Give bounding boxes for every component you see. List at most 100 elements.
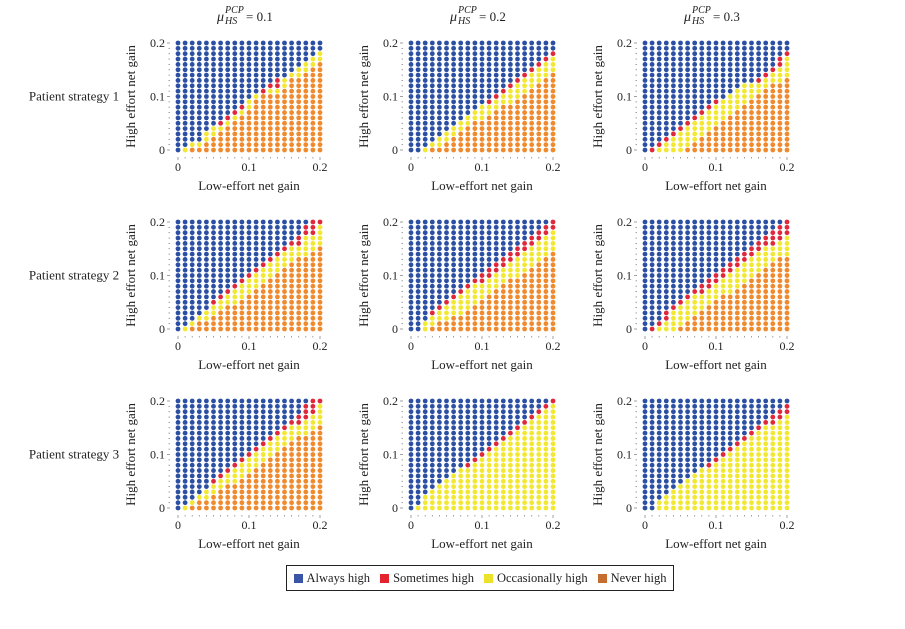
point-always-high	[422, 294, 428, 300]
point-always-high	[692, 246, 698, 252]
point-always-high	[218, 403, 224, 409]
point-always-high	[763, 62, 769, 67]
point-always-high	[734, 219, 740, 225]
point-always-high	[720, 94, 726, 99]
point-never-high	[296, 120, 302, 126]
point-never-high	[763, 273, 769, 278]
point-always-high	[451, 230, 456, 236]
point-always-high	[515, 420, 520, 425]
point-occasionally-high	[543, 441, 549, 447]
point-never-high	[246, 489, 252, 495]
point-always-high	[472, 94, 478, 99]
point-never-high	[515, 294, 520, 300]
point-always-high	[756, 219, 761, 225]
point-never-high	[529, 273, 535, 278]
point-never-high	[522, 126, 527, 131]
point-always-high	[408, 147, 414, 153]
point-always-high	[444, 67, 449, 73]
point-always-high	[182, 72, 188, 78]
point-always-high	[415, 299, 421, 305]
point-always-high	[182, 489, 188, 495]
point-occasionally-high	[784, 430, 790, 436]
point-occasionally-high	[218, 484, 224, 489]
point-always-high	[246, 398, 252, 404]
point-always-high	[642, 299, 648, 305]
point-never-high	[317, 315, 323, 321]
point-always-high	[458, 430, 464, 436]
point-always-high	[267, 414, 273, 420]
point-never-high	[763, 321, 769, 327]
point-never-high	[749, 147, 754, 153]
point-always-high	[182, 473, 188, 479]
point-always-high	[253, 251, 259, 257]
point-always-high	[218, 425, 224, 431]
point-always-high	[699, 45, 705, 51]
point-always-high	[756, 398, 761, 404]
point-occasionally-high	[692, 494, 698, 500]
point-occasionally-high	[663, 494, 669, 500]
point-always-high	[429, 273, 435, 278]
point-always-high	[756, 51, 761, 57]
point-never-high	[275, 326, 280, 332]
point-always-high	[685, 420, 690, 425]
point-always-high	[649, 72, 655, 78]
point-always-high	[699, 446, 705, 452]
point-always-high	[663, 131, 669, 137]
point-occasionally-high	[720, 278, 726, 284]
point-always-high	[444, 446, 449, 452]
point-always-high	[458, 62, 464, 67]
point-always-high	[175, 321, 181, 327]
point-occasionally-high	[777, 452, 783, 457]
point-always-high	[189, 72, 195, 78]
point-always-high	[415, 246, 421, 252]
point-never-high	[260, 104, 266, 110]
point-always-high	[522, 398, 527, 404]
point-always-high	[472, 51, 478, 57]
point-never-high	[225, 305, 231, 310]
point-never-high	[253, 147, 259, 153]
point-never-high	[777, 104, 783, 110]
point-never-high	[784, 94, 790, 99]
point-always-high	[465, 230, 471, 236]
point-occasionally-high	[756, 251, 761, 257]
point-always-high	[649, 78, 655, 83]
point-always-high	[246, 446, 252, 452]
point-always-high	[515, 219, 520, 225]
point-always-high	[422, 94, 428, 99]
point-always-high	[182, 409, 188, 415]
point-occasionally-high	[515, 457, 520, 463]
point-never-high	[317, 478, 323, 484]
point-always-high	[692, 72, 698, 78]
point-always-high	[429, 425, 435, 431]
point-always-high	[699, 425, 705, 431]
point-always-high	[408, 283, 414, 289]
point-always-high	[175, 62, 181, 67]
y-tick-label: 0.2	[383, 215, 398, 229]
point-always-high	[656, 72, 662, 78]
point-never-high	[317, 305, 323, 310]
point-always-high	[232, 457, 238, 463]
point-always-high	[267, 230, 273, 236]
point-occasionally-high	[189, 500, 195, 506]
point-sometimes-high	[429, 310, 435, 316]
point-always-high	[720, 403, 726, 409]
y-axis-label: High effort net gain	[356, 224, 371, 327]
point-never-high	[211, 505, 216, 511]
point-always-high	[175, 51, 181, 57]
point-always-high	[204, 403, 209, 409]
point-occasionally-high	[529, 484, 535, 489]
point-always-high	[699, 94, 705, 99]
point-always-high	[246, 67, 252, 73]
point-never-high	[465, 326, 471, 332]
point-sometimes-high	[493, 94, 499, 99]
point-always-high	[289, 62, 294, 67]
point-always-high	[671, 246, 676, 252]
point-always-high	[663, 72, 669, 78]
point-occasionally-high	[763, 78, 769, 83]
point-never-high	[536, 294, 542, 300]
point-always-high	[756, 67, 761, 73]
point-always-high	[437, 430, 442, 436]
point-always-high	[649, 441, 655, 447]
point-always-high	[196, 425, 202, 431]
